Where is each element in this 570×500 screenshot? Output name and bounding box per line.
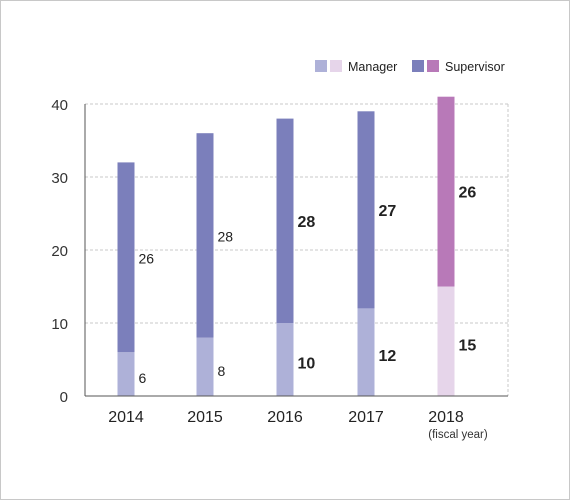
data-label-manager-2016: 10 [298, 356, 316, 373]
legend-swatch [330, 60, 342, 72]
legend: Manager Supervisor [315, 60, 505, 74]
bar-manager-2016 [276, 323, 294, 396]
x-tick-label: 2015 [187, 409, 223, 426]
data-label-supervisor-2014: 26 [139, 250, 155, 266]
x-tick-label: 2018 [428, 409, 464, 426]
x-tick-label: 2014 [108, 409, 144, 426]
legend-swatch [427, 60, 439, 72]
legend-swatch [315, 60, 327, 72]
data-label-supervisor-2015: 28 [218, 228, 234, 244]
data-label-supervisor-2016: 28 [298, 214, 316, 231]
bar-supervisor-2017 [357, 111, 375, 309]
x-axis-note: (fiscal year) [428, 429, 488, 441]
x-tick-label: 2017 [348, 409, 384, 426]
bar-supervisor-2014 [117, 162, 135, 353]
data-label-manager-2015: 8 [218, 363, 226, 379]
legend-swatch [412, 60, 424, 72]
data-label-supervisor-2018: 26 [459, 185, 477, 202]
bar-manager-2014 [117, 352, 135, 396]
y-axis: 0 10 20 30 40 [51, 97, 86, 406]
data-labels: 6 26 8 28 10 28 12 27 15 26 [139, 185, 477, 387]
x-axis: (fiscal year) 2014 2015 2016 2017 2018 [85, 395, 508, 441]
bar-manager-2015 [196, 337, 214, 396]
data-label-manager-2014: 6 [139, 370, 147, 386]
legend-label: Supervisor [445, 60, 505, 74]
y-tick-label: 30 [51, 170, 68, 187]
y-tick-label: 40 [51, 97, 68, 114]
data-label-manager-2018: 15 [459, 337, 477, 354]
data-label-manager-2017: 12 [379, 348, 397, 365]
y-tick-label: 20 [51, 243, 68, 260]
y-tick-label: 0 [60, 389, 68, 406]
bar-supervisor-2016 [276, 118, 294, 323]
y-tick-label: 10 [51, 316, 68, 333]
data-label-supervisor-2017: 27 [379, 203, 397, 220]
bar-manager-2018 [437, 286, 455, 396]
bar-supervisor-2015 [196, 133, 214, 338]
legend-label: Manager [348, 60, 397, 74]
bars [117, 96, 455, 396]
x-tick-label: 2016 [267, 409, 303, 426]
bar-manager-2017 [357, 308, 375, 396]
bar-supervisor-2018 [437, 96, 455, 287]
